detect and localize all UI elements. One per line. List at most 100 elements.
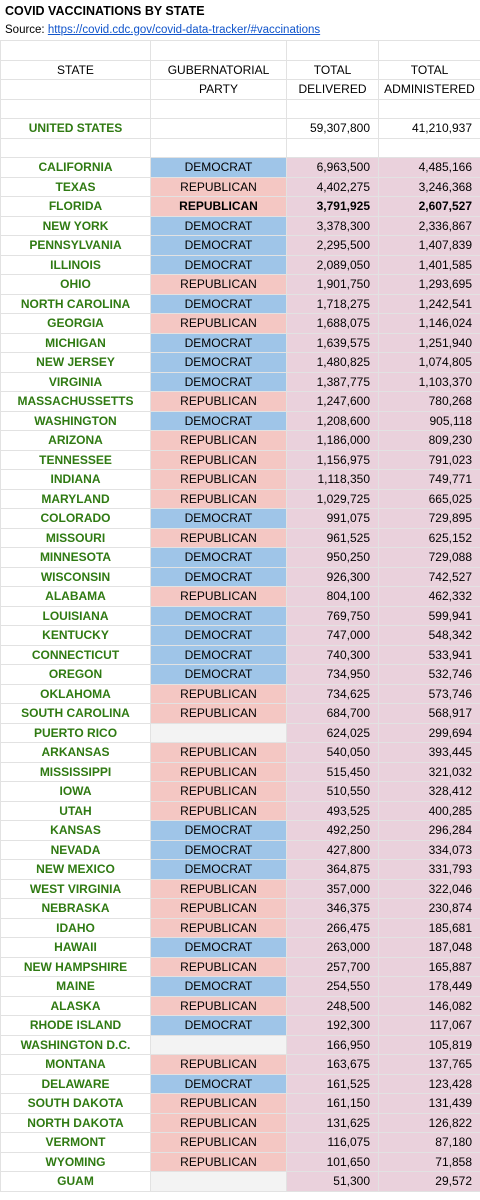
- administered-cell[interactable]: 1,401,585: [378, 254, 480, 275]
- delivered-cell[interactable]: 1,247,600: [286, 391, 379, 412]
- state-name[interactable]: NEW HAMPSHIRE: [0, 956, 151, 977]
- party-cell[interactable]: REPUBLICAN: [150, 995, 287, 1016]
- party-cell[interactable]: REPUBLICAN: [150, 956, 287, 977]
- party-cell[interactable]: DEMOCRAT: [150, 839, 287, 860]
- delivered-cell[interactable]: 950,250: [286, 547, 379, 568]
- state-name[interactable]: KANSAS: [0, 820, 151, 841]
- state-name[interactable]: ALASKA: [0, 995, 151, 1016]
- state-name[interactable]: MASSACHUSSETTS: [0, 391, 151, 412]
- party-cell[interactable]: REPUBLICAN: [150, 800, 287, 821]
- administered-cell[interactable]: 1,242,541: [378, 293, 480, 314]
- cell[interactable]: [0, 79, 151, 100]
- state-name[interactable]: NEW JERSEY: [0, 352, 151, 373]
- party-cell[interactable]: DEMOCRAT: [150, 605, 287, 626]
- state-name[interactable]: TEXAS: [0, 176, 151, 197]
- state-name[interactable]: WISCONSIN: [0, 566, 151, 587]
- state-name[interactable]: WASHINGTON D.C.: [0, 1034, 151, 1055]
- state-name[interactable]: TENNESSEE: [0, 449, 151, 470]
- delivered-cell[interactable]: 161,525: [286, 1073, 379, 1094]
- state-name[interactable]: GUAM: [0, 1171, 151, 1192]
- state-name[interactable]: VERMONT: [0, 1132, 151, 1153]
- party-cell[interactable]: [150, 1034, 287, 1055]
- delivered-cell[interactable]: 2,295,500: [286, 235, 379, 256]
- header-party[interactable]: GUBERNATORIAL: [150, 59, 287, 80]
- party-cell[interactable]: DEMOCRAT: [150, 625, 287, 646]
- state-name[interactable]: MAINE: [0, 976, 151, 997]
- cell[interactable]: [0, 98, 151, 119]
- party-cell[interactable]: DEMOCRAT: [150, 215, 287, 236]
- administered-cell[interactable]: 328,412: [378, 781, 480, 802]
- delivered-cell[interactable]: 1,688,075: [286, 313, 379, 334]
- state-name[interactable]: CONNECTICUT: [0, 644, 151, 665]
- administered-cell[interactable]: 296,284: [378, 820, 480, 841]
- party-cell[interactable]: REPUBLICAN: [150, 1132, 287, 1153]
- state-name[interactable]: NEBRASKA: [0, 898, 151, 919]
- administered-cell[interactable]: 2,336,867: [378, 215, 480, 236]
- delivered-cell[interactable]: 3,791,925: [286, 196, 379, 217]
- party-cell[interactable]: REPUBLICAN: [150, 196, 287, 217]
- administered-cell[interactable]: 462,332: [378, 586, 480, 607]
- delivered-cell[interactable]: 1,029,725: [286, 488, 379, 509]
- delivered-cell[interactable]: 492,250: [286, 820, 379, 841]
- delivered-cell[interactable]: 2,089,050: [286, 254, 379, 275]
- state-name[interactable]: SOUTH CAROLINA: [0, 703, 151, 724]
- delivered-cell[interactable]: 734,625: [286, 683, 379, 704]
- administered-cell[interactable]: 599,941: [378, 605, 480, 626]
- administered-cell[interactable]: 105,819: [378, 1034, 480, 1055]
- state-name[interactable]: MARYLAND: [0, 488, 151, 509]
- delivered-cell[interactable]: 3,378,300: [286, 215, 379, 236]
- party-cell[interactable]: DEMOCRAT: [150, 976, 287, 997]
- party-cell[interactable]: [150, 1171, 287, 1192]
- administered-cell[interactable]: 299,694: [378, 722, 480, 743]
- administered-cell[interactable]: 71,858: [378, 1151, 480, 1172]
- administered-cell[interactable]: 4,485,166: [378, 157, 480, 178]
- administered-cell[interactable]: 400,285: [378, 800, 480, 821]
- party-cell[interactable]: [150, 722, 287, 743]
- party-cell[interactable]: REPUBLICAN: [150, 586, 287, 607]
- party-cell[interactable]: DEMOCRAT: [150, 566, 287, 587]
- administered-cell[interactable]: 123,428: [378, 1073, 480, 1094]
- administered-cell[interactable]: 137,765: [378, 1054, 480, 1075]
- state-name[interactable]: OREGON: [0, 664, 151, 685]
- party-cell[interactable]: REPUBLICAN: [150, 917, 287, 938]
- administered-cell[interactable]: 331,793: [378, 859, 480, 880]
- delivered-cell[interactable]: 961,525: [286, 527, 379, 548]
- administered-cell[interactable]: 334,073: [378, 839, 480, 860]
- delivered-cell[interactable]: 1,186,000: [286, 430, 379, 451]
- administered-cell[interactable]: 905,118: [378, 410, 480, 431]
- administered-cell[interactable]: 1,293,695: [378, 274, 480, 295]
- administered-cell[interactable]: 729,088: [378, 547, 480, 568]
- delivered-cell[interactable]: 991,075: [286, 508, 379, 529]
- delivered-cell[interactable]: 131,625: [286, 1112, 379, 1133]
- delivered-cell[interactable]: 4,402,275: [286, 176, 379, 197]
- party-cell[interactable]: REPUBLICAN: [150, 898, 287, 919]
- delivered-cell[interactable]: 192,300: [286, 1015, 379, 1036]
- delivered-cell[interactable]: 515,450: [286, 761, 379, 782]
- delivered-cell[interactable]: 1,901,750: [286, 274, 379, 295]
- state-name[interactable]: NORTH CAROLINA: [0, 293, 151, 314]
- delivered-cell[interactable]: 364,875: [286, 859, 379, 880]
- administered-cell[interactable]: 126,822: [378, 1112, 480, 1133]
- party-cell[interactable]: DEMOCRAT: [150, 332, 287, 353]
- administered-cell[interactable]: 780,268: [378, 391, 480, 412]
- source-link[interactable]: https://covid.cdc.gov/covid-data-tracker…: [47, 24, 321, 36]
- party-cell[interactable]: REPUBLICAN: [150, 1093, 287, 1114]
- party-cell[interactable]: DEMOCRAT: [150, 371, 287, 392]
- delivered-cell[interactable]: 1,156,975: [286, 449, 379, 470]
- administered-cell[interactable]: 322,046: [378, 878, 480, 899]
- administered-cell[interactable]: 178,449: [378, 976, 480, 997]
- delivered-cell[interactable]: 51,300: [286, 1171, 379, 1192]
- state-name[interactable]: FLORIDA: [0, 196, 151, 217]
- state-name[interactable]: GEORGIA: [0, 313, 151, 334]
- state-name[interactable]: MINNESOTA: [0, 547, 151, 568]
- administered-cell[interactable]: 532,746: [378, 664, 480, 685]
- delivered-cell[interactable]: 101,650: [286, 1151, 379, 1172]
- party-cell[interactable]: DEMOCRAT: [150, 1015, 287, 1036]
- administered-cell[interactable]: 29,572: [378, 1171, 480, 1192]
- state-name[interactable]: CALIFORNIA: [0, 157, 151, 178]
- state-name[interactable]: RHODE ISLAND: [0, 1015, 151, 1036]
- administered-cell[interactable]: 1,103,370: [378, 371, 480, 392]
- delivered-cell[interactable]: 1,639,575: [286, 332, 379, 353]
- state-name[interactable]: LOUISIANA: [0, 605, 151, 626]
- administered-cell[interactable]: 393,445: [378, 742, 480, 763]
